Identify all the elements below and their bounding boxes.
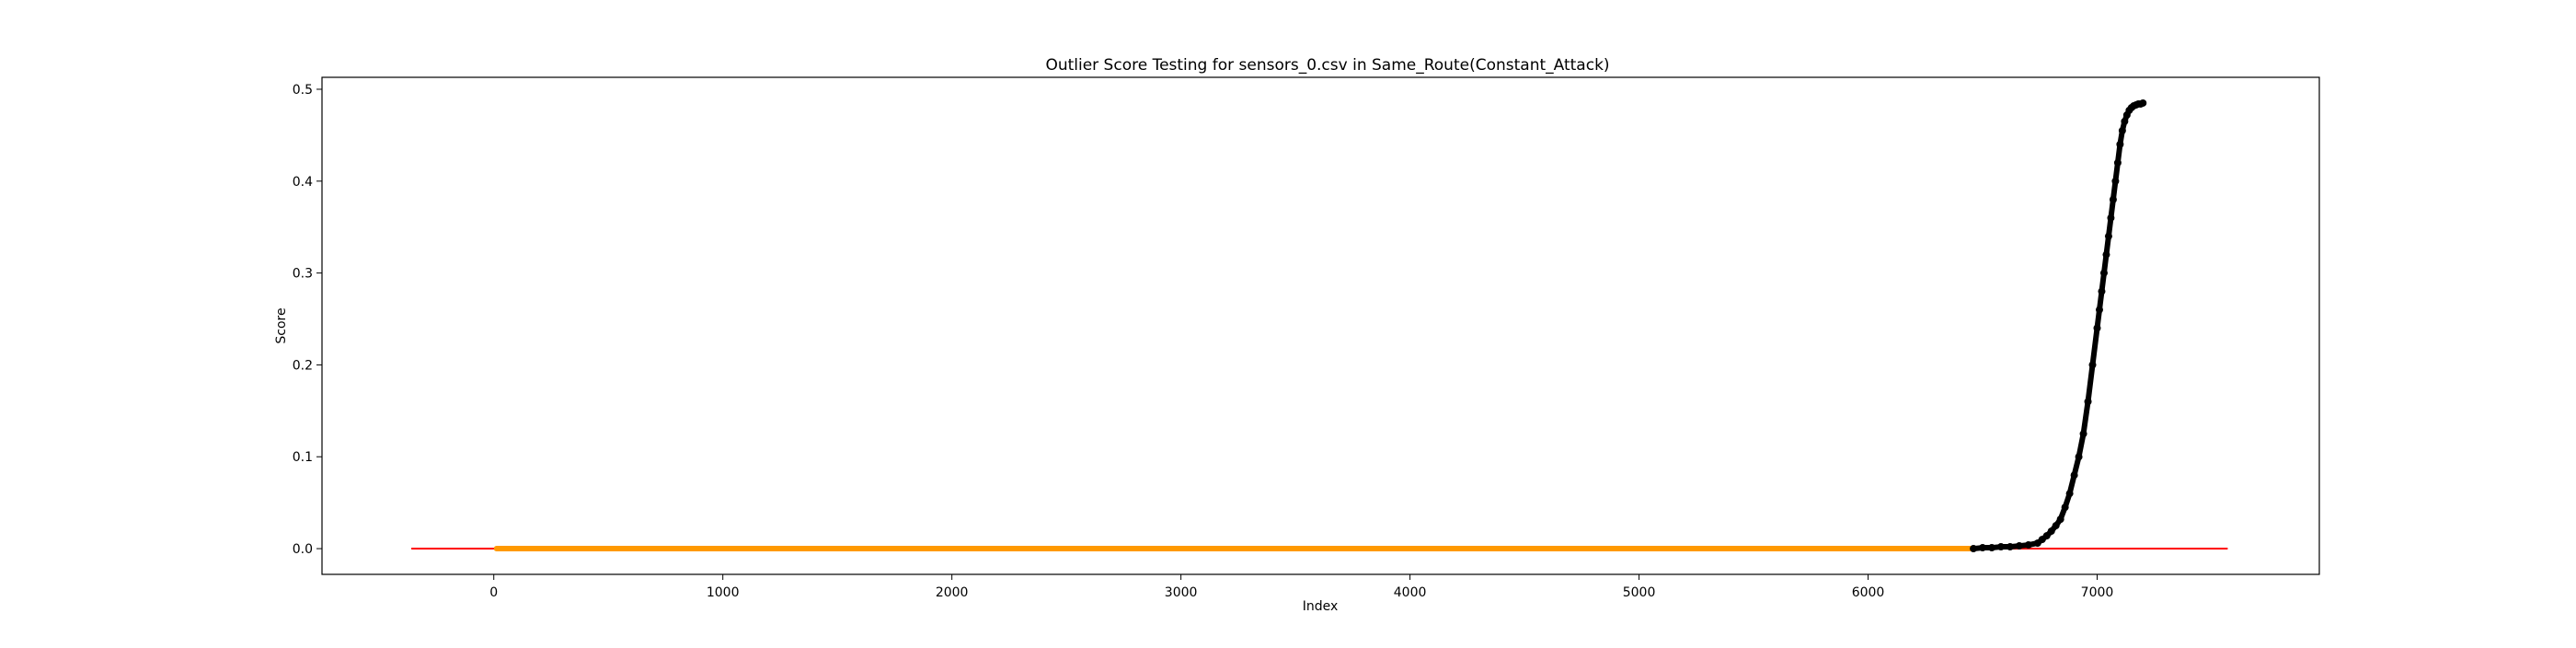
outlier-point (2139, 98, 2147, 107)
x-tick-label: 1000 (707, 585, 740, 600)
y-tick-label: 0.0 (293, 542, 313, 557)
outlier-points-trail (2080, 399, 2091, 437)
y-axis-label: Score (274, 307, 289, 343)
x-tick-label: 0 (489, 585, 498, 600)
x-tick-label: 7000 (2081, 585, 2114, 600)
x-tick-label: 3000 (1165, 585, 1198, 600)
y-axis-ticks: 0.0 0.1 0.2 0.3 0.4 0.5 (293, 83, 322, 557)
plot-area-frame (321, 76, 2320, 575)
normal-points-band (493, 546, 1974, 552)
y-tick-label: 0.1 (293, 450, 313, 465)
outlier-points-trail (2085, 362, 2096, 405)
y-tick-label: 0.5 (293, 83, 313, 98)
y-tick-label: 0.3 (293, 267, 313, 282)
x-axis-label: Index (1303, 599, 1339, 614)
outlier-points-trail (2076, 431, 2087, 460)
x-tick-label: 5000 (1623, 585, 1656, 600)
chart-title: Outlier Score Testing for sensors_0.csv … (1045, 56, 1609, 75)
x-axis-ticks: 0 1000 2000 3000 4000 5000 6000 7000 (489, 574, 2113, 600)
series-layer (411, 98, 2228, 553)
x-tick-label: 4000 (1394, 585, 1427, 600)
y-tick-label: 0.4 (293, 175, 313, 190)
y-tick-label: 0.2 (293, 358, 313, 373)
x-tick-label: 2000 (936, 585, 969, 600)
outlier-points-trail (2089, 325, 2100, 368)
x-tick-label: 6000 (1852, 585, 1885, 600)
